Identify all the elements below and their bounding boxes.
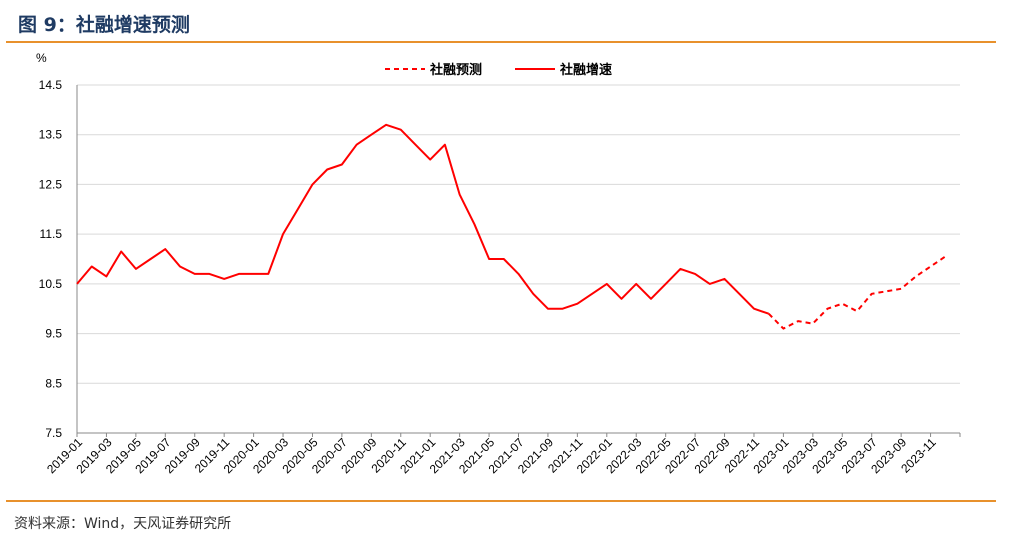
y-tick-label: 7.5	[45, 426, 62, 440]
page-title: 图 9：社融增速预测	[18, 14, 190, 36]
footer-divider	[6, 500, 996, 502]
series-lines	[76, 123, 946, 330]
axes	[76, 85, 961, 437]
legend: 社融预测 社融增速	[385, 62, 612, 78]
gridlines	[77, 84, 960, 384]
y-tick-label: 10.5	[39, 277, 63, 291]
y-axis-unit-label: %	[36, 51, 47, 65]
series-line-actual	[76, 123, 770, 315]
x-tick-labels: 2019-012019-032019-052019-072019-092019-…	[44, 435, 939, 476]
y-tick-label: 9.5	[45, 327, 62, 341]
y-tick-label: 12.5	[39, 177, 63, 191]
y-tick-label: 13.5	[39, 128, 63, 142]
y-tick-label: 14.5	[39, 78, 63, 92]
legend-label-actual: 社融增速	[559, 62, 612, 78]
legend-label-forecast: 社融预测	[429, 62, 482, 78]
source-note: 资料来源：Wind，天风证券研究所	[14, 516, 232, 532]
y-tick-label: 11.5	[40, 227, 63, 241]
title-divider	[6, 41, 996, 43]
y-tick-labels: 14.5 13.5 12.5 11.5 10.5 9.5 8.5 7.5	[39, 78, 63, 440]
series-line-forecast	[767, 255, 946, 330]
y-tick-label: 8.5	[45, 376, 62, 390]
